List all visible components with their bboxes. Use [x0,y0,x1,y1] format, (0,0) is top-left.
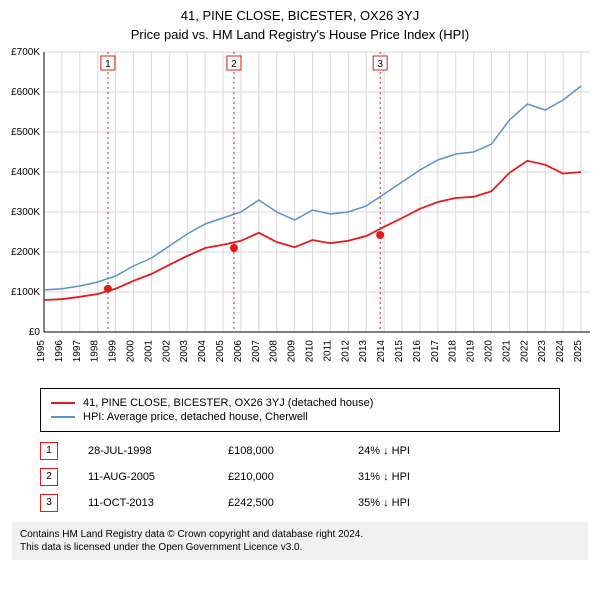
svg-text:£400K: £400K [11,167,40,178]
legend-swatch-hpi [51,416,75,418]
svg-text:2016: 2016 [412,340,423,363]
svg-text:£0: £0 [29,327,41,338]
sale-row-1: 1 28-JUL-1998 £108,000 24% ↓ HPI [40,442,560,460]
svg-text:2020: 2020 [484,340,495,363]
sale-price-2: £210,000 [228,471,358,483]
svg-text:2009: 2009 [287,340,298,363]
svg-text:1999: 1999 [108,340,119,363]
title-address: 41, PINE CLOSE, BICESTER, OX26 3YJ [0,8,600,23]
title-subtitle: Price paid vs. HM Land Registry's House … [0,27,600,42]
legend-label-hpi: HPI: Average price, detached house, Cher… [83,411,308,423]
svg-text:£700K: £700K [11,47,40,58]
sale-date-3: 11-OCT-2013 [88,497,228,509]
svg-text:2014: 2014 [376,340,387,363]
svg-text:2018: 2018 [448,340,459,363]
svg-text:2025: 2025 [573,340,584,363]
legend-label-property: 41, PINE CLOSE, BICESTER, OX26 3YJ (deta… [83,397,373,409]
sale-marker-1: 1 [40,442,58,460]
svg-text:2000: 2000 [126,340,137,363]
svg-text:2012: 2012 [340,340,351,363]
svg-text:1: 1 [105,59,111,70]
svg-text:2013: 2013 [358,340,369,363]
svg-text:2002: 2002 [161,340,172,363]
sale-price-1: £108,000 [228,445,358,457]
svg-text:2008: 2008 [269,340,280,363]
svg-text:2004: 2004 [197,340,208,363]
legend-swatch-property [51,402,75,404]
legend-item-property: 41, PINE CLOSE, BICESTER, OX26 3YJ (deta… [51,397,549,409]
svg-text:1998: 1998 [90,340,101,363]
sale-diff-3: 35% ↓ HPI [358,497,410,509]
svg-text:2007: 2007 [251,340,262,363]
svg-text:£100K: £100K [11,287,40,298]
svg-text:2022: 2022 [519,340,530,363]
svg-text:£500K: £500K [11,127,40,138]
footnote-line2: This data is licensed under the Open Gov… [20,541,580,554]
legend-item-hpi: HPI: Average price, detached house, Cher… [51,411,549,423]
svg-text:2003: 2003 [179,340,190,363]
sale-row-3: 3 11-OCT-2013 £242,500 35% ↓ HPI [40,494,560,512]
svg-text:2010: 2010 [305,340,316,363]
sale-marker-2: 2 [40,468,58,486]
sale-diff-2: 31% ↓ HPI [358,471,410,483]
svg-text:2024: 2024 [555,340,566,363]
sale-diff-1: 24% ↓ HPI [358,445,410,457]
svg-text:2: 2 [231,59,237,70]
svg-text:£600K: £600K [11,87,40,98]
svg-text:1997: 1997 [72,340,83,363]
svg-text:3: 3 [377,59,383,70]
svg-text:2019: 2019 [466,340,477,363]
footnote-line1: Contains HM Land Registry data © Crown c… [20,528,580,541]
svg-text:2021: 2021 [501,340,512,363]
svg-text:2015: 2015 [394,340,405,363]
svg-text:2006: 2006 [233,340,244,363]
sale-marker-3: 3 [40,494,58,512]
legend: 41, PINE CLOSE, BICESTER, OX26 3YJ (deta… [40,388,560,432]
price-chart: £0 £100K £200K £300K £400K £500K £600K £700K 199… [0,42,600,382]
sale-price-3: £242,500 [228,497,358,509]
sale-date-1: 28-JUL-1998 [88,445,228,457]
svg-text:2011: 2011 [322,340,333,362]
svg-text:2005: 2005 [215,340,226,363]
sales-table: 1 28-JUL-1998 £108,000 24% ↓ HPI 2 11-AU… [40,442,560,512]
svg-text:2001: 2001 [143,340,154,363]
svg-text:2023: 2023 [537,340,548,363]
svg-text:£300K: £300K [11,207,40,218]
svg-text:1996: 1996 [54,340,65,363]
svg-text:1995: 1995 [36,340,47,363]
svg-text:£200K: £200K [11,247,40,258]
svg-text:2017: 2017 [430,340,441,363]
footnote: Contains HM Land Registry data © Crown c… [12,522,588,560]
sale-row-2: 2 11-AUG-2005 £210,000 31% ↓ HPI [40,468,560,486]
sale-date-2: 11-AUG-2005 [88,471,228,483]
